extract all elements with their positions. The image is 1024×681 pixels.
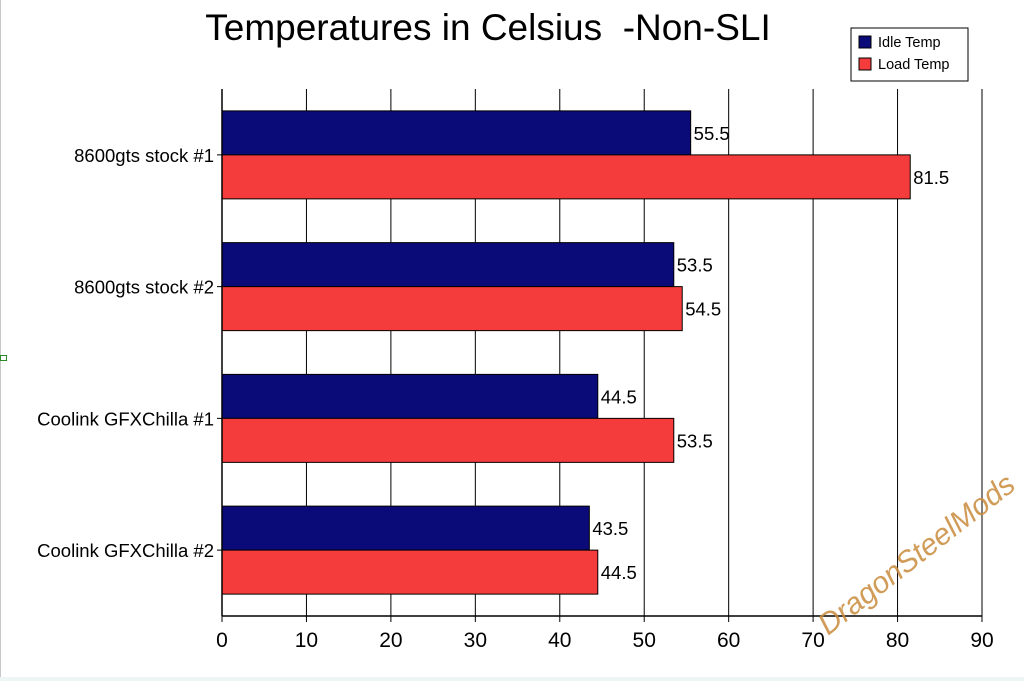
x-tick-label: 20 bbox=[379, 629, 402, 652]
category-label: Coolink GFXChilla #1 bbox=[37, 408, 214, 429]
data-labels: 55.5 81.5 53.5 54.5 44.5 53.5 43.5 44.5 bbox=[592, 123, 949, 583]
x-tick-label: 40 bbox=[548, 629, 571, 652]
bar-load-temp bbox=[221, 417, 675, 463]
legend-swatch bbox=[858, 57, 872, 71]
data-label: 53.5 bbox=[677, 255, 713, 276]
selection-handle[interactable] bbox=[0, 355, 7, 361]
bar-idle-temp bbox=[221, 373, 599, 419]
chart-title: Temperatures in Celsius -Non-SLI bbox=[205, 7, 771, 48]
data-label: 55.5 bbox=[694, 123, 730, 144]
data-label: 44.5 bbox=[601, 386, 637, 407]
legend-label: Load Temp bbox=[878, 57, 949, 73]
axes: 0 10 20 30 40 50 60 70 80 90 8600gts stock #1 8600g… bbox=[37, 89, 994, 652]
data-label: 43.5 bbox=[592, 518, 628, 539]
data-label: 81.5 bbox=[913, 167, 949, 188]
data-label: 44.5 bbox=[601, 562, 637, 583]
bar-idle-temp bbox=[221, 110, 692, 156]
legend: Idle Temp Load Temp bbox=[850, 27, 969, 82]
x-tick-label: 50 bbox=[633, 629, 656, 652]
left-border bbox=[0, 0, 1, 681]
x-tick-label: 80 bbox=[886, 629, 909, 652]
x-tick-label: 0 bbox=[216, 629, 228, 652]
x-tick-label: 90 bbox=[970, 629, 993, 652]
bottom-strip bbox=[0, 677, 1024, 681]
bar-idle-temp bbox=[221, 242, 675, 288]
x-tick-label: 10 bbox=[295, 629, 318, 652]
bar-load-temp bbox=[221, 549, 599, 595]
bar-load-temp bbox=[221, 286, 683, 332]
data-label: 54.5 bbox=[685, 299, 721, 320]
bars bbox=[221, 110, 911, 595]
category-label: 8600gts stock #2 bbox=[74, 277, 214, 298]
category-label: Coolink GFXChilla #2 bbox=[37, 540, 214, 561]
data-label: 53.5 bbox=[677, 430, 713, 451]
x-tick-label: 30 bbox=[464, 629, 487, 652]
legend-swatch bbox=[858, 35, 872, 49]
category-label: 8600gts stock #1 bbox=[74, 145, 214, 166]
legend-label: Idle Temp bbox=[878, 35, 941, 51]
bar-load-temp bbox=[221, 154, 911, 200]
x-tick-label: 70 bbox=[801, 629, 824, 652]
bar-idle-temp bbox=[221, 505, 590, 551]
x-tick-label: 60 bbox=[717, 629, 740, 652]
